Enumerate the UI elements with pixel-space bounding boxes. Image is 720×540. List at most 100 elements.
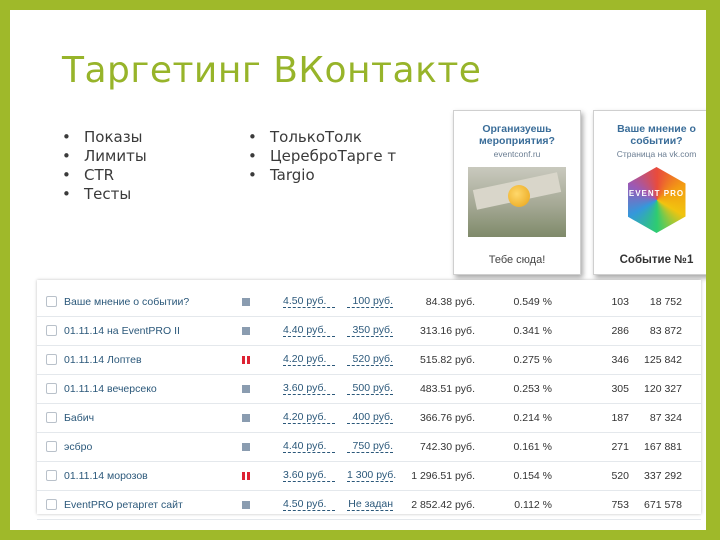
table-row[interactable]: 01.11.14 Лоптев 4.20 руб. 520 руб. 515.82 р… <box>37 345 701 375</box>
table-row[interactable]: Ваше мнение о событии? 4.50 руб. 100 руб. 8… <box>37 287 701 317</box>
bullet-list-left: Показы Лимиты CTR Тесты <box>62 128 232 204</box>
cpc-value[interactable]: 3.60 руб. <box>283 470 335 482</box>
spent-value: 84.38 руб. <box>425 296 475 308</box>
cpc-value[interactable]: 4.50 руб. <box>283 499 335 511</box>
cpc-value[interactable]: 3.60 руб. <box>283 383 335 395</box>
spent-value: 483.51 руб. <box>419 383 475 395</box>
campaign-name[interactable]: эсбро <box>64 441 93 453</box>
ad-domain: Страница на vk.com <box>616 149 697 159</box>
ctr-value: 0.253 % <box>513 383 552 395</box>
ad-cta: Тебе сюда! <box>488 254 546 266</box>
spent-value: 1 296.51 руб. <box>411 470 475 482</box>
table-row[interactable]: Бабич 4.20 руб. 400 руб. 366.76 руб. 0.214 %… <box>37 403 701 433</box>
row-checkbox[interactable] <box>46 325 57 336</box>
clicks-value: 305 <box>611 383 629 395</box>
slide-title: Таргетинг ВКонтакте <box>62 50 482 91</box>
eventpro-logo: EVENT PRO <box>627 167 686 233</box>
spent-value: 366.76 руб. <box>419 412 475 424</box>
status-square-icon[interactable] <box>242 298 250 306</box>
bullet-item: ТолькоТолк <box>248 128 418 147</box>
ad-image-road <box>468 167 566 237</box>
row-checkbox[interactable] <box>46 412 57 423</box>
status-square-icon[interactable] <box>242 443 250 451</box>
clicks-value: 187 <box>611 412 629 424</box>
limit-value[interactable]: 520 руб. <box>347 354 393 366</box>
cpc-value[interactable]: 4.20 руб. <box>283 354 335 366</box>
spent-value: 742.30 руб. <box>419 441 475 453</box>
cpc-value[interactable]: 4.50 руб. <box>283 296 335 308</box>
views-value: 167 881 <box>644 441 682 453</box>
campaign-name[interactable]: 01.11.14 Лоптев <box>64 354 142 366</box>
limit-value[interactable]: 1 300 руб. <box>347 469 397 482</box>
ctr-value: 0.214 % <box>513 412 552 424</box>
status-square-icon[interactable] <box>242 414 250 422</box>
bullet-item: Тесты <box>62 185 232 204</box>
row-checkbox[interactable] <box>46 470 57 481</box>
slide-content: Таргетинг ВКонтакте Показы Лимиты CTR Те… <box>10 10 706 530</box>
clicks-value: 286 <box>611 325 629 337</box>
ctr-value: 0.161 % <box>513 441 552 453</box>
limit-value[interactable]: 500 руб. <box>347 383 393 395</box>
pause-icon[interactable] <box>242 356 250 364</box>
table-row[interactable]: эсбро 4.40 руб. 750 руб. 742.30 руб. 0.161 %… <box>37 432 701 462</box>
row-checkbox[interactable] <box>46 499 57 510</box>
ad-cta: Событие №1 <box>619 254 694 266</box>
campaign-name[interactable]: 01.11.14 на EventPRO II <box>64 325 180 337</box>
ball-shape <box>508 185 530 207</box>
cpc-value[interactable]: 4.40 руб. <box>283 441 335 453</box>
bullet-list-right: ТолькоТолк ЦереброТарге т Targio <box>248 128 418 185</box>
table-row[interactable]: 01.11.14 морозов 3.60 руб. 1 300 руб. 1 296… <box>37 461 701 491</box>
ctr-value: 0.275 % <box>513 354 552 366</box>
spent-value: 515.82 руб. <box>419 354 475 366</box>
cpc-value[interactable]: 4.20 руб. <box>283 412 335 424</box>
limit-value[interactable]: 400 руб. <box>347 412 393 424</box>
row-checkbox[interactable] <box>46 354 57 365</box>
bullet-item: CTR <box>62 166 232 185</box>
views-value: 18 752 <box>649 296 682 308</box>
campaign-table: Ваше мнение о событии? 4.50 руб. 100 руб. 8… <box>37 280 701 520</box>
bullet-item: Targio <box>248 166 418 185</box>
campaign-name[interactable]: 01.11.14 вечерсеко <box>64 383 157 395</box>
limit-value[interactable]: 750 руб. <box>347 441 393 453</box>
campaign-name[interactable]: 01.11.14 морозов <box>64 470 148 482</box>
limit-value[interactable]: 350 руб. <box>347 325 393 337</box>
table-row[interactable]: 01.11.14 вечерсеко 3.60 руб. 500 руб. 483.5… <box>37 374 701 404</box>
views-value: 671 578 <box>644 499 682 511</box>
table-row[interactable]: 01.11.14 на EventPRO II 4.40 руб. 350 руб.… <box>37 316 701 346</box>
views-value: 83 872 <box>649 325 682 337</box>
row-checkbox[interactable] <box>46 383 57 394</box>
clicks-value: 753 <box>611 499 629 511</box>
ad-domain: eventconf.ru <box>493 149 541 159</box>
cpc-value[interactable]: 4.40 руб. <box>283 325 335 337</box>
ad-card-eventpro[interactable]: Ваше мнение о событии? Страница на vk.co… <box>593 110 706 275</box>
pause-icon[interactable] <box>242 472 250 480</box>
status-square-icon[interactable] <box>242 501 250 509</box>
status-square-icon[interactable] <box>242 327 250 335</box>
ctr-value: 0.154 % <box>513 470 552 482</box>
views-value: 125 842 <box>644 354 682 366</box>
status-square-icon[interactable] <box>242 385 250 393</box>
ctr-value: 0.341 % <box>513 325 552 337</box>
ctr-value: 0.549 % <box>513 296 552 308</box>
views-value: 87 324 <box>649 412 682 424</box>
ad-card-eventconf[interactable]: Организуешь мероприятия? eventconf.ru Те… <box>453 110 581 275</box>
bullet-item: Лимиты <box>62 147 232 166</box>
bullet-item: Показы <box>62 128 232 147</box>
clicks-value: 271 <box>611 441 629 453</box>
limit-value[interactable]: 100 руб. <box>347 296 393 308</box>
spent-value: 2 852.42 руб. <box>411 499 475 511</box>
hexagon-badge <box>627 167 686 233</box>
campaign-name[interactable]: EventPRO ретаргет сайт <box>64 499 183 511</box>
ad-title: Организуешь мероприятия? <box>479 123 555 147</box>
clicks-value: 346 <box>611 354 629 366</box>
ad-title: Ваше мнение о событии? <box>617 123 696 147</box>
badge-text: EVENT PRO <box>628 189 685 198</box>
views-value: 337 292 <box>644 470 682 482</box>
views-value: 120 327 <box>644 383 682 395</box>
row-checkbox[interactable] <box>46 441 57 452</box>
limit-value[interactable]: Не задан <box>347 498 393 511</box>
campaign-name[interactable]: Бабич <box>64 412 95 424</box>
row-checkbox[interactable] <box>46 296 57 307</box>
campaign-name[interactable]: Ваше мнение о событии? <box>64 296 190 308</box>
table-row[interactable]: EventPRO ретаргет сайт 4.50 руб. Не задан 2… <box>37 490 701 520</box>
